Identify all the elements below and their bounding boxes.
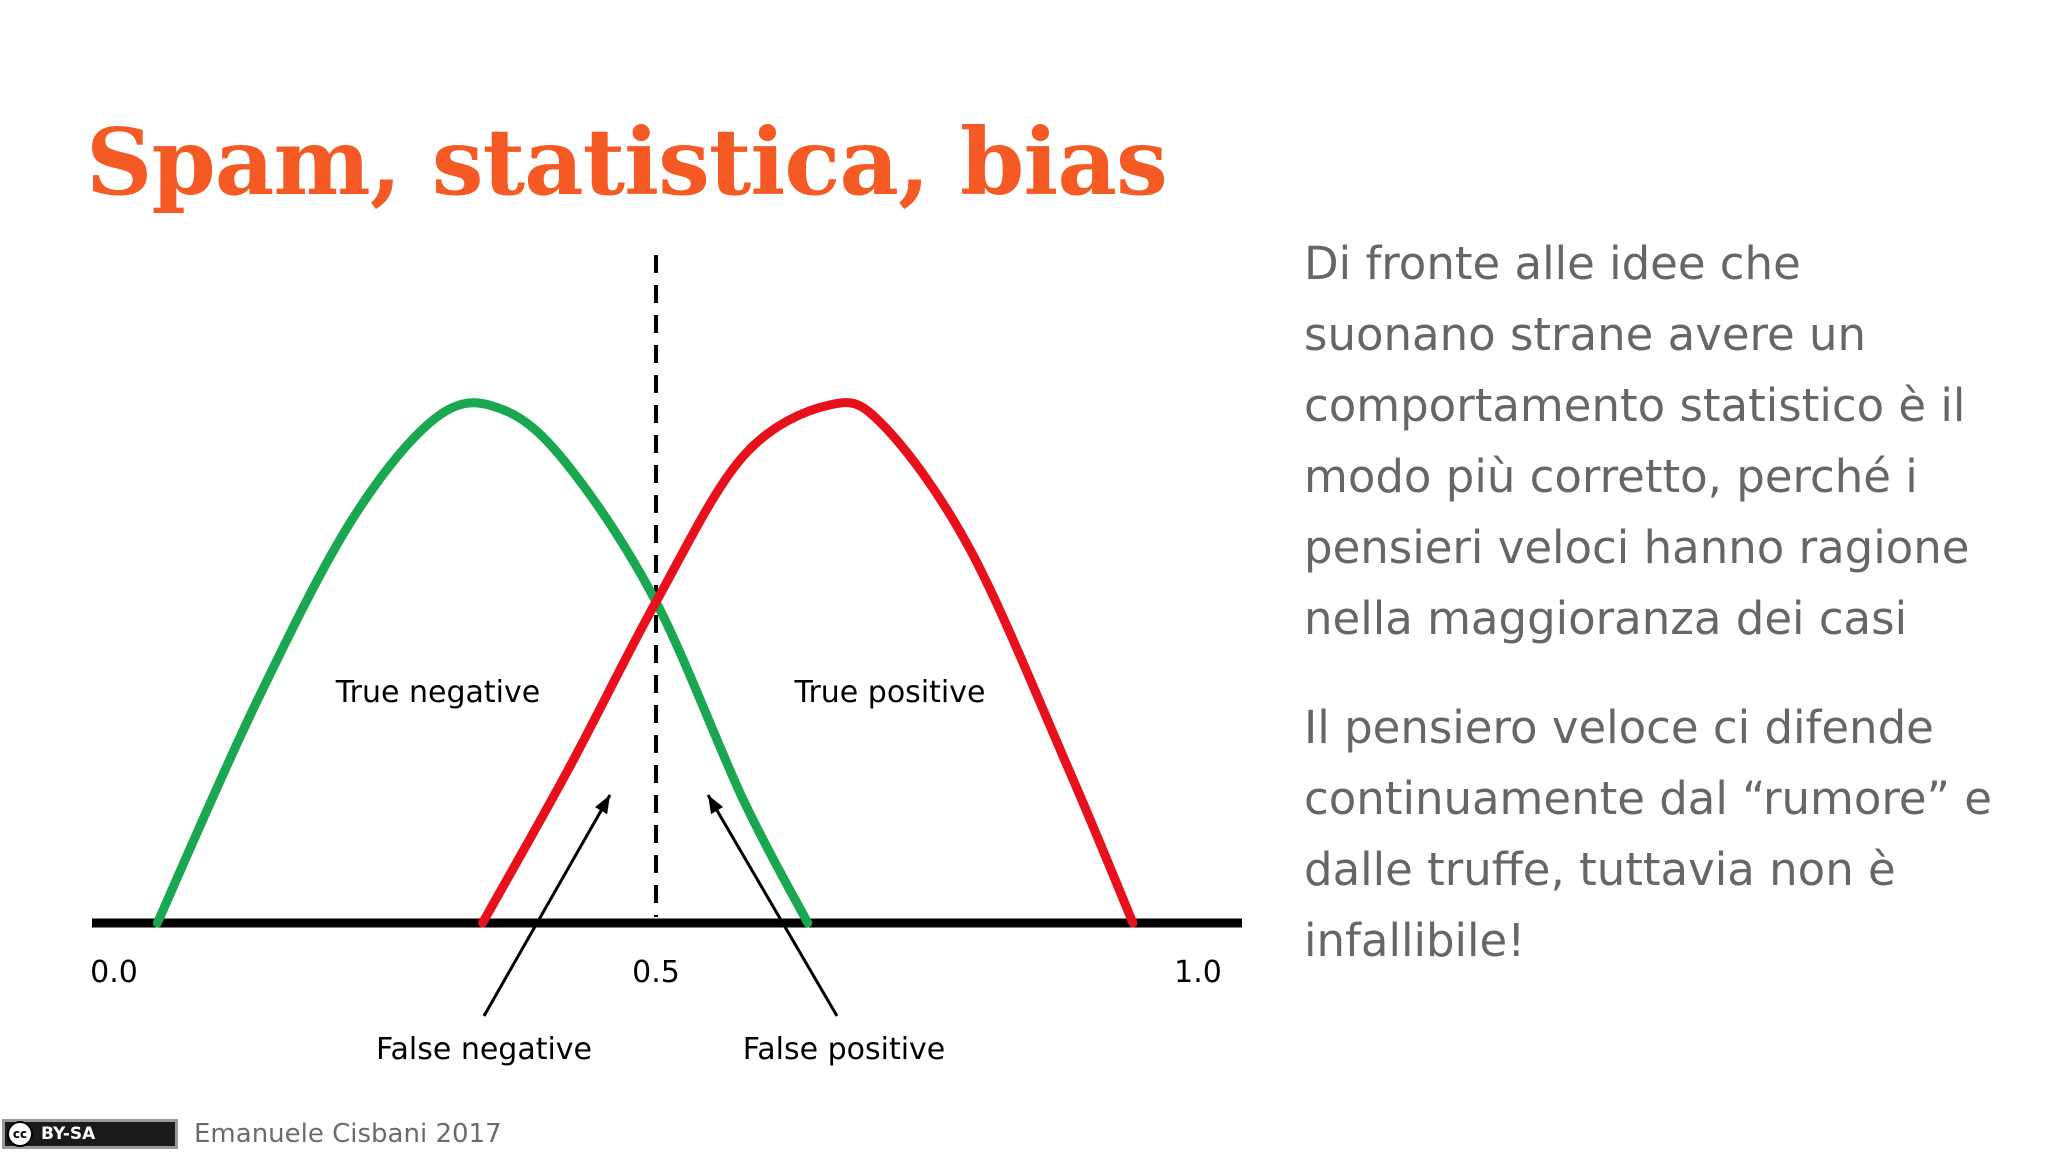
true-negative-curve (152, 398, 813, 928)
false-positive-label: False positive (743, 1032, 946, 1067)
creative-commons-icon: cc (7, 1121, 33, 1147)
x-tick-label: 0.5 (632, 955, 680, 990)
false-negative-label: False negative (376, 1032, 592, 1067)
paragraph-statistical-thinking: Di fronte alle idee che suonano strane a… (1304, 237, 1970, 645)
slide-title: Spam, statistica, bias (86, 108, 1168, 216)
false-positive-arrowhead (708, 795, 724, 815)
slide-body: Di fronte alle idee che suonano strane a… (1304, 228, 2004, 1014)
roc-distribution-chart: 0.0 0.5 1.0 True negative True positive … (78, 250, 1258, 1090)
false-negative-arrowhead (595, 795, 610, 815)
true-positive-curve (478, 398, 1138, 928)
license-badge[interactable]: cc BY-SA (2, 1119, 178, 1149)
footer: cc BY-SA Emanuele Cisbani 2017 (0, 1116, 502, 1152)
paragraph-fast-thinking: Il pensiero veloce ci difende continuame… (1304, 701, 1992, 967)
x-tick-label: 0.0 (90, 955, 138, 990)
license-label: BY-SA (41, 1124, 96, 1144)
true-negative-label: True negative (335, 675, 540, 710)
author-credit: Emanuele Cisbani 2017 (194, 1119, 502, 1149)
x-tick-label: 1.0 (1174, 955, 1222, 990)
true-positive-label: True positive (794, 675, 986, 710)
chart-svg: 0.0 0.5 1.0 True negative True positive … (90, 255, 1242, 1067)
false-negative-arrow (482, 794, 612, 1017)
false-positive-arrow (706, 794, 839, 1017)
